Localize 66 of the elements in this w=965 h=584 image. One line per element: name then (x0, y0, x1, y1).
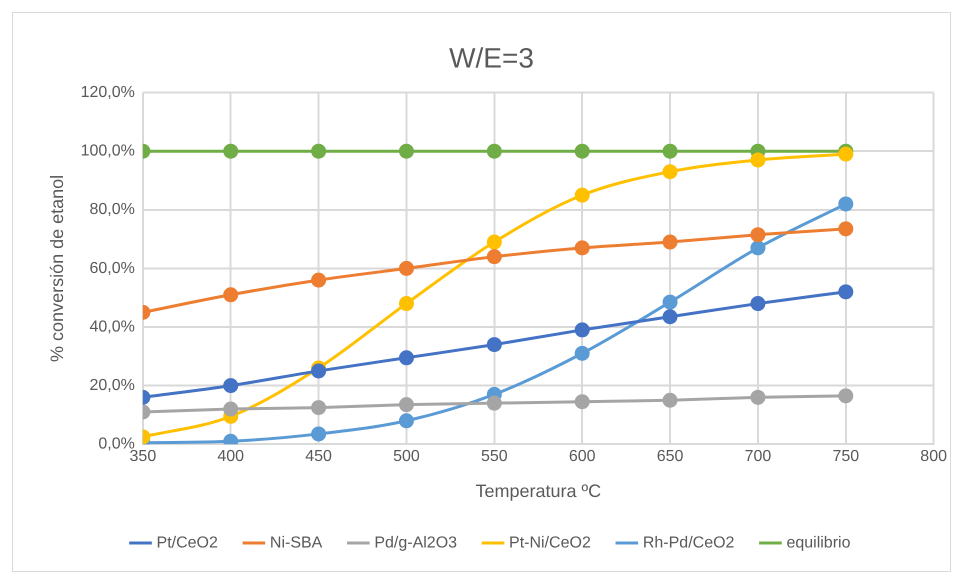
point (398, 260, 414, 276)
point (750, 296, 766, 312)
point (662, 294, 678, 310)
x-tick-label: 750 (832, 448, 860, 466)
point (662, 392, 678, 408)
y-tick-label: 20,0% (89, 377, 135, 394)
y-tick-label: 80,0% (89, 201, 135, 218)
point (838, 146, 854, 162)
x-tick-label: 700 (744, 448, 772, 466)
point (398, 144, 414, 159)
x-tick-label: 550 (480, 448, 508, 466)
point (838, 388, 854, 404)
point (486, 396, 502, 411)
y-tick-label: 120,0% (80, 84, 135, 102)
point (486, 144, 502, 159)
legend-label: Ni-SBA (270, 534, 323, 552)
point (574, 144, 590, 159)
point (486, 249, 502, 264)
point (486, 234, 502, 250)
point (750, 390, 766, 405)
point (311, 400, 326, 416)
point (223, 287, 238, 302)
x-axis-title: Temperatura ºC (475, 481, 602, 502)
y-axis-title: % conversión de etanol (46, 174, 67, 362)
point (750, 227, 766, 242)
point (223, 144, 238, 159)
point (574, 394, 590, 410)
point (574, 188, 590, 203)
point (750, 152, 766, 168)
legend-label: equilibrio (786, 534, 851, 552)
point (311, 272, 326, 288)
legend-label: Pt/CeO2 (156, 534, 218, 552)
point (838, 284, 854, 300)
point (398, 397, 414, 412)
point (398, 413, 414, 428)
point (486, 337, 502, 352)
point (223, 378, 238, 394)
legend-label: Pd/g-Al2O3 (374, 534, 458, 552)
point (574, 346, 590, 361)
y-tick-label: 100,0% (80, 142, 135, 160)
x-tick-label: 350 (130, 448, 156, 466)
legend-label: Rh-Pd/CeO2 (642, 534, 735, 552)
y-tick-label: 60,0% (89, 260, 135, 277)
point (574, 322, 590, 338)
point (398, 296, 414, 312)
point (398, 350, 414, 366)
point (662, 309, 678, 324)
point (662, 234, 678, 250)
point (223, 402, 238, 417)
chart-title: W/E=3 (449, 42, 534, 74)
x-tick-label: 600 (568, 448, 596, 466)
legend-label: Pt-Ni/CeO2 (509, 534, 591, 552)
point (662, 164, 678, 180)
point (838, 221, 854, 236)
point (838, 196, 854, 212)
point (662, 144, 678, 159)
point (574, 240, 590, 256)
x-tick-label: 650 (656, 448, 684, 466)
point (311, 426, 326, 442)
point (750, 240, 766, 256)
x-tick-label: 400 (217, 448, 244, 466)
x-tick-label: 800 (920, 448, 948, 466)
point (311, 144, 326, 159)
x-tick-label: 450 (305, 448, 332, 466)
x-tick-label: 500 (393, 448, 420, 466)
y-tick-label: 40,0% (89, 318, 135, 336)
